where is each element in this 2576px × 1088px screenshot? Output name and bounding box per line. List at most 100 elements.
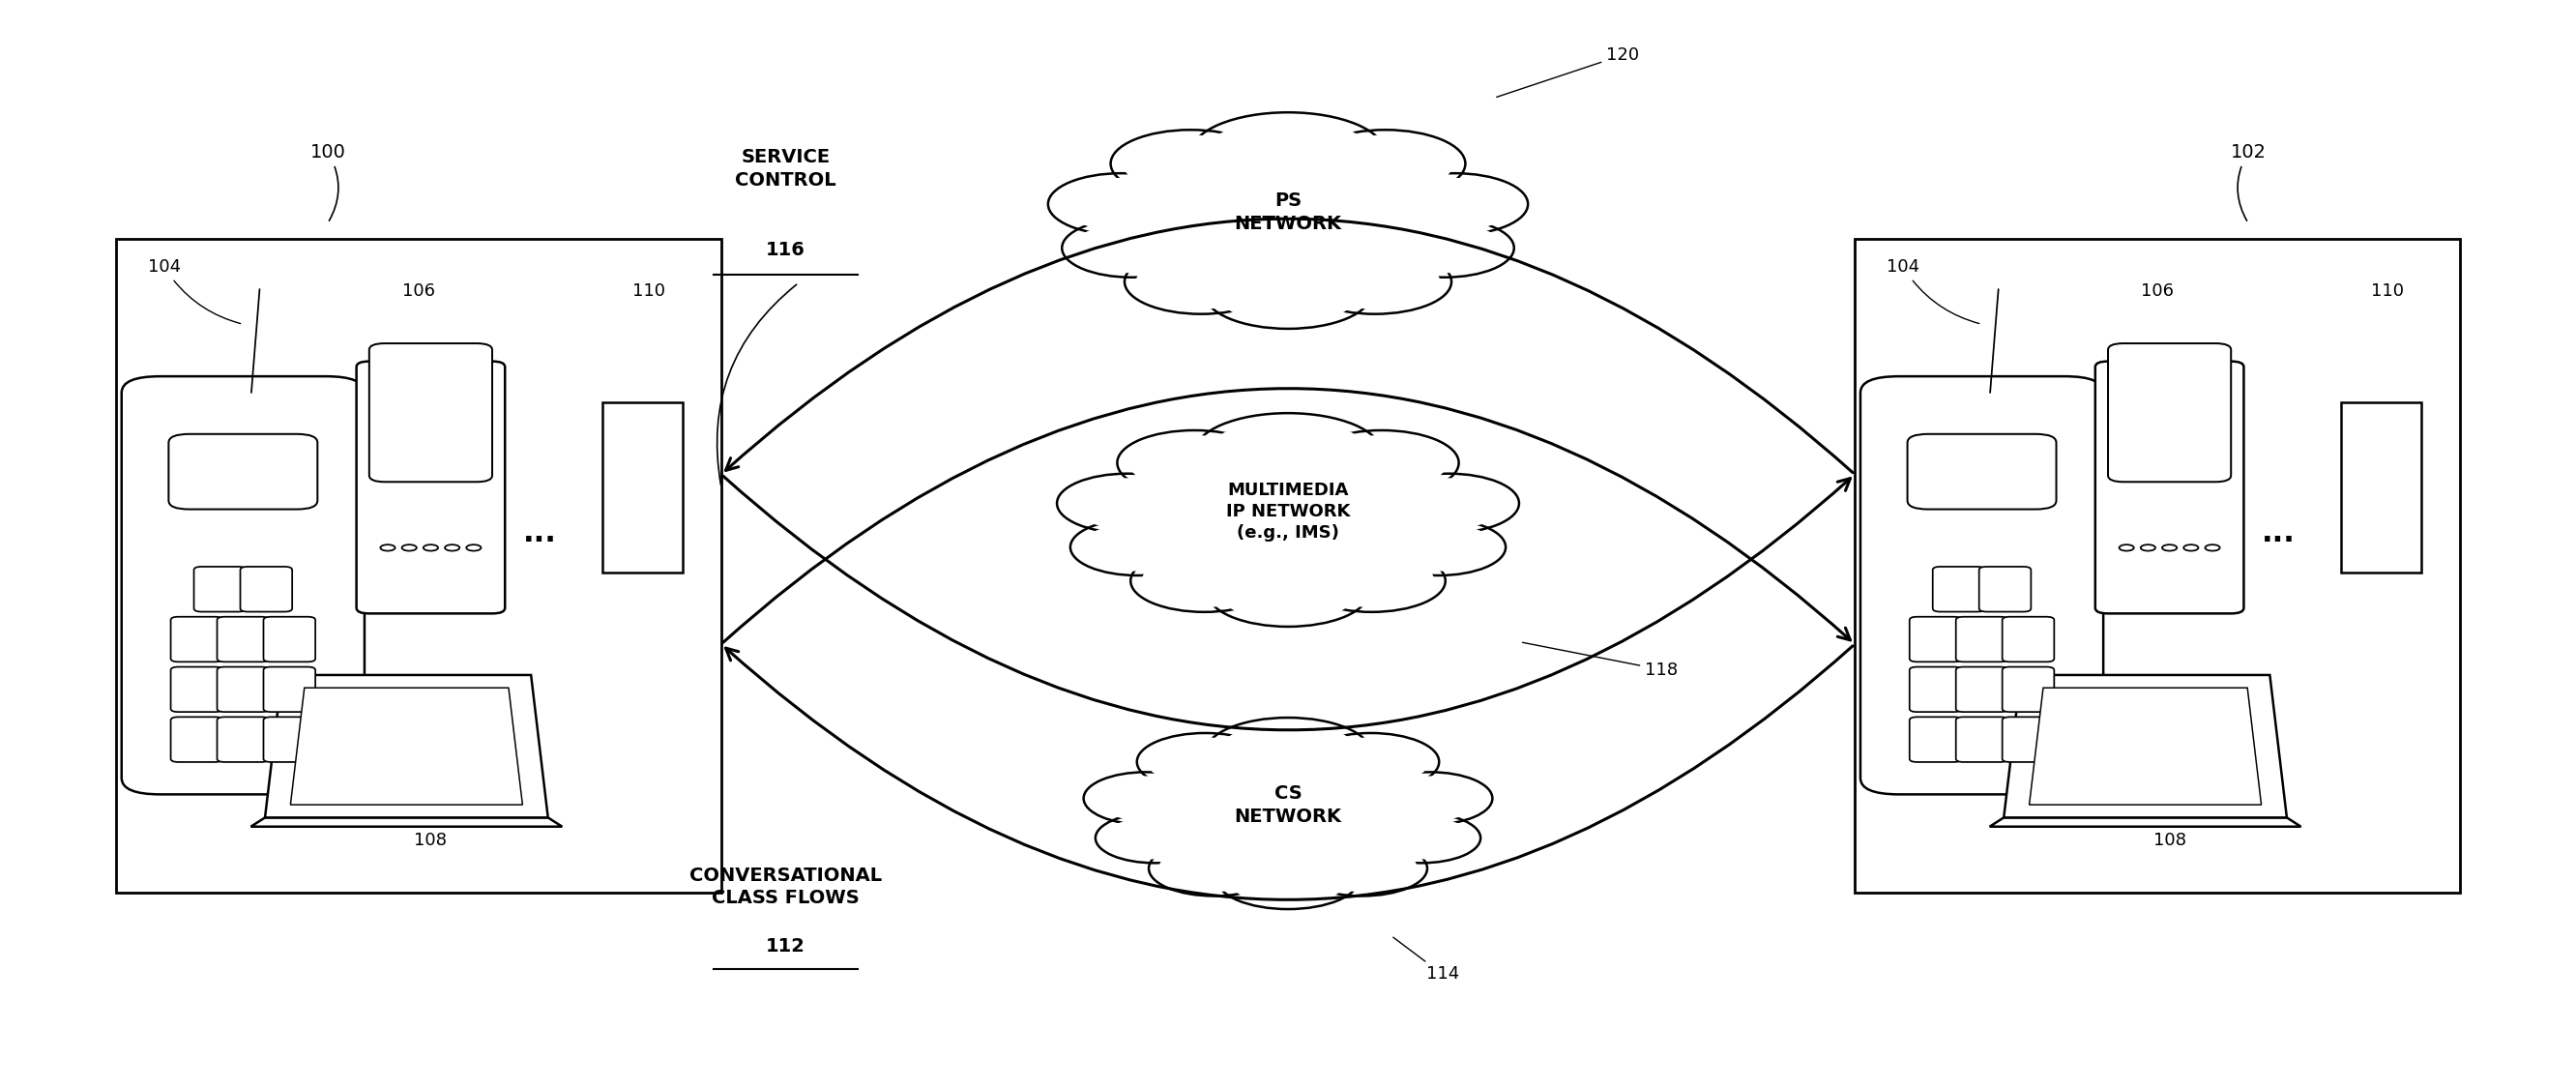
Circle shape — [1378, 776, 1484, 820]
Text: 118: 118 — [1522, 642, 1677, 679]
Text: 102: 102 — [2231, 144, 2267, 221]
FancyBboxPatch shape — [1909, 717, 1960, 762]
Text: 110: 110 — [631, 283, 665, 300]
Circle shape — [1095, 813, 1213, 863]
Circle shape — [1118, 430, 1273, 495]
FancyBboxPatch shape — [216, 667, 268, 712]
Circle shape — [1105, 817, 1206, 860]
Circle shape — [1229, 854, 1347, 904]
Circle shape — [1381, 173, 1528, 235]
Circle shape — [1218, 722, 1358, 782]
Circle shape — [1131, 549, 1278, 611]
Circle shape — [1306, 845, 1417, 892]
Circle shape — [1363, 813, 1481, 863]
FancyBboxPatch shape — [167, 434, 317, 509]
FancyBboxPatch shape — [263, 717, 314, 762]
Circle shape — [2205, 545, 2221, 551]
Circle shape — [1206, 718, 1370, 788]
Circle shape — [2184, 545, 2197, 551]
Circle shape — [1149, 159, 1427, 276]
FancyBboxPatch shape — [355, 361, 505, 614]
FancyBboxPatch shape — [368, 344, 492, 482]
Circle shape — [1378, 473, 1520, 533]
Circle shape — [1084, 772, 1208, 825]
Circle shape — [1195, 413, 1381, 493]
FancyBboxPatch shape — [1909, 617, 1960, 662]
Circle shape — [1154, 460, 1422, 573]
FancyBboxPatch shape — [2094, 361, 2244, 614]
Bar — [2342, 403, 2421, 572]
Circle shape — [1311, 255, 1440, 309]
FancyBboxPatch shape — [216, 717, 268, 762]
Circle shape — [1123, 135, 1260, 193]
Circle shape — [1048, 173, 1195, 235]
Circle shape — [466, 545, 482, 551]
Circle shape — [1056, 473, 1198, 533]
Circle shape — [446, 545, 459, 551]
Circle shape — [1061, 219, 1200, 277]
Circle shape — [1309, 555, 1435, 607]
Circle shape — [1298, 549, 1445, 611]
Circle shape — [1149, 841, 1280, 897]
Circle shape — [1136, 733, 1273, 791]
Polygon shape — [250, 817, 562, 827]
FancyBboxPatch shape — [1955, 617, 2007, 662]
FancyBboxPatch shape — [263, 667, 314, 712]
FancyBboxPatch shape — [1860, 376, 2102, 794]
Text: 106: 106 — [402, 283, 435, 300]
FancyBboxPatch shape — [170, 667, 222, 712]
Circle shape — [1368, 772, 1492, 825]
Text: 110: 110 — [2370, 283, 2403, 300]
Circle shape — [1190, 112, 1386, 195]
Polygon shape — [291, 688, 523, 805]
FancyBboxPatch shape — [1955, 667, 2007, 712]
FancyBboxPatch shape — [2002, 717, 2053, 762]
FancyBboxPatch shape — [216, 617, 268, 662]
Text: 100: 100 — [309, 144, 345, 221]
Polygon shape — [2030, 688, 2262, 805]
Circle shape — [1146, 738, 1262, 787]
Circle shape — [1386, 223, 1504, 273]
Circle shape — [1218, 564, 1358, 621]
Circle shape — [1208, 559, 1368, 627]
Circle shape — [402, 545, 417, 551]
Circle shape — [1388, 478, 1510, 529]
Circle shape — [1139, 749, 1437, 873]
Circle shape — [422, 545, 438, 551]
Text: 108: 108 — [2154, 831, 2187, 849]
Circle shape — [1069, 519, 1206, 576]
Circle shape — [1066, 478, 1188, 529]
Circle shape — [1136, 255, 1265, 309]
Circle shape — [2141, 545, 2156, 551]
Text: 106: 106 — [2141, 283, 2174, 300]
Polygon shape — [265, 675, 549, 817]
Circle shape — [1296, 841, 1427, 897]
FancyBboxPatch shape — [2002, 617, 2053, 662]
FancyBboxPatch shape — [2002, 667, 2053, 712]
Text: CS
NETWORK: CS NETWORK — [1234, 784, 1342, 826]
FancyBboxPatch shape — [263, 617, 314, 662]
FancyBboxPatch shape — [1932, 567, 1984, 611]
Circle shape — [1376, 219, 1515, 277]
Circle shape — [1170, 761, 1406, 861]
Circle shape — [1113, 144, 1463, 290]
Circle shape — [1381, 523, 1497, 571]
Text: 104: 104 — [1886, 259, 1978, 323]
Circle shape — [1110, 129, 1270, 197]
Text: 112: 112 — [765, 938, 806, 955]
Circle shape — [1206, 258, 1370, 329]
Bar — [116, 239, 721, 892]
Circle shape — [1128, 435, 1260, 491]
Text: ...: ... — [2262, 519, 2295, 547]
Circle shape — [1316, 435, 1448, 491]
Circle shape — [1092, 776, 1198, 820]
Circle shape — [1206, 119, 1370, 188]
Bar — [603, 403, 683, 572]
Circle shape — [1298, 249, 1450, 314]
FancyBboxPatch shape — [240, 567, 291, 611]
Text: 104: 104 — [147, 259, 240, 323]
Circle shape — [1306, 129, 1466, 197]
Polygon shape — [1989, 817, 2300, 827]
Circle shape — [1303, 733, 1440, 791]
Text: 108: 108 — [415, 831, 448, 849]
